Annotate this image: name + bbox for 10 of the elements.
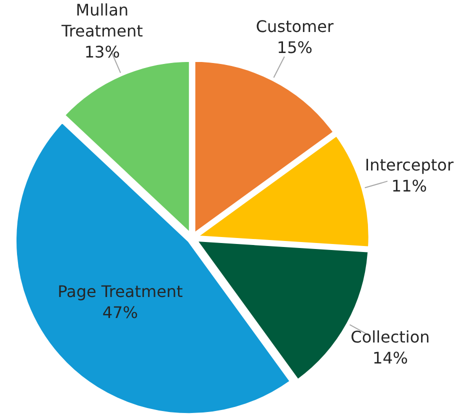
data-label: 15% — [276, 38, 312, 57]
data-label: 11% — [391, 176, 427, 196]
slice-label: Interceptor — [364, 155, 454, 174]
slice-label: Page Treatment — [58, 282, 183, 301]
data-label: 47% — [102, 302, 138, 322]
slice-label: Mullan Treatment — [60, 0, 143, 40]
slice-label: Customer — [256, 16, 334, 36]
data-label: 14% — [372, 348, 408, 368]
slice-label: Collection — [350, 327, 430, 346]
data-label: 13% — [84, 42, 120, 62]
